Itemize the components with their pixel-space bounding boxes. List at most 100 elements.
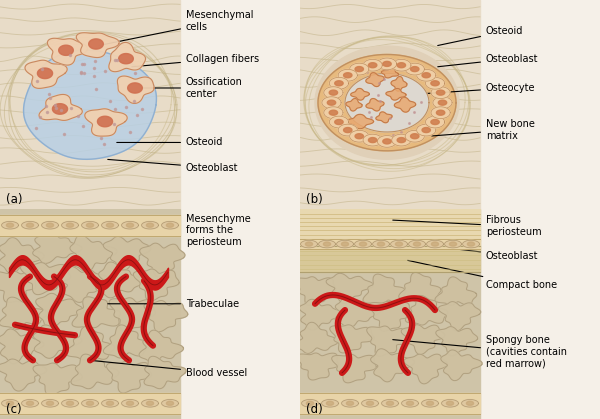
Polygon shape (106, 223, 113, 227)
Polygon shape (338, 70, 358, 81)
Polygon shape (330, 325, 374, 353)
Polygon shape (85, 109, 127, 136)
Polygon shape (323, 242, 331, 246)
Polygon shape (103, 237, 151, 270)
Text: (b): (b) (306, 193, 323, 206)
Polygon shape (362, 400, 379, 407)
Polygon shape (442, 400, 458, 407)
Text: Trabeculae: Trabeculae (108, 299, 239, 309)
Polygon shape (466, 401, 473, 405)
Polygon shape (101, 400, 118, 407)
Polygon shape (397, 63, 406, 68)
Polygon shape (302, 400, 319, 407)
Polygon shape (23, 50, 157, 159)
Text: New bone
matrix: New bone matrix (432, 119, 535, 141)
Polygon shape (326, 273, 373, 304)
Polygon shape (433, 97, 452, 109)
Polygon shape (133, 269, 179, 301)
Polygon shape (386, 401, 394, 405)
Polygon shape (300, 239, 480, 249)
Polygon shape (307, 401, 314, 405)
Polygon shape (346, 98, 362, 111)
Polygon shape (350, 88, 369, 100)
Polygon shape (347, 114, 374, 129)
Polygon shape (86, 401, 94, 405)
Polygon shape (127, 223, 134, 227)
Polygon shape (431, 107, 450, 119)
Polygon shape (300, 393, 480, 414)
Polygon shape (392, 59, 411, 71)
Polygon shape (166, 223, 173, 227)
Polygon shape (383, 139, 391, 144)
Text: Fibrous
periosteum: Fibrous periosteum (393, 215, 542, 237)
Polygon shape (355, 67, 364, 72)
Polygon shape (82, 400, 98, 407)
Polygon shape (431, 119, 439, 124)
Polygon shape (341, 400, 358, 407)
Polygon shape (431, 87, 450, 98)
Polygon shape (144, 356, 186, 389)
Polygon shape (118, 76, 154, 103)
Polygon shape (20, 263, 71, 295)
Polygon shape (7, 223, 14, 227)
Polygon shape (161, 400, 178, 407)
Polygon shape (425, 116, 445, 128)
Polygon shape (329, 78, 349, 89)
Polygon shape (422, 73, 430, 78)
Polygon shape (62, 400, 79, 407)
Polygon shape (58, 266, 109, 303)
Polygon shape (422, 400, 439, 407)
Polygon shape (410, 67, 419, 72)
Text: Collagen fibers: Collagen fibers (132, 54, 259, 67)
Polygon shape (366, 72, 384, 87)
Text: Spongy bone
(cavities contain
red marrow): Spongy bone (cavities contain red marrow… (393, 335, 567, 369)
Polygon shape (405, 130, 424, 142)
Polygon shape (368, 137, 377, 142)
Polygon shape (34, 325, 82, 358)
Polygon shape (89, 39, 103, 49)
Polygon shape (404, 354, 448, 384)
Polygon shape (399, 272, 441, 301)
Text: Ossification
center: Ossification center (129, 77, 243, 99)
Polygon shape (22, 400, 38, 407)
Text: Osteoblast: Osteoblast (438, 54, 539, 67)
Polygon shape (341, 242, 349, 246)
Polygon shape (25, 60, 67, 88)
Polygon shape (332, 354, 376, 383)
Polygon shape (427, 401, 434, 405)
Polygon shape (395, 242, 403, 246)
Polygon shape (39, 94, 82, 120)
Polygon shape (401, 325, 445, 354)
Polygon shape (401, 400, 418, 407)
Polygon shape (76, 33, 119, 57)
Polygon shape (161, 222, 178, 229)
Polygon shape (386, 88, 406, 100)
Polygon shape (376, 112, 392, 123)
Polygon shape (397, 137, 406, 142)
Text: Osteoid: Osteoid (438, 26, 523, 46)
Polygon shape (449, 242, 457, 246)
Text: Osteoid: Osteoid (117, 137, 223, 147)
Polygon shape (382, 400, 398, 407)
Polygon shape (119, 54, 133, 64)
Polygon shape (86, 223, 94, 227)
Polygon shape (406, 401, 413, 405)
Polygon shape (324, 107, 343, 119)
Polygon shape (109, 298, 155, 331)
Polygon shape (296, 353, 338, 380)
Polygon shape (0, 297, 48, 329)
Text: (c): (c) (6, 403, 22, 416)
Polygon shape (467, 242, 475, 246)
Polygon shape (391, 77, 407, 91)
Polygon shape (350, 63, 369, 75)
Polygon shape (82, 222, 98, 229)
Polygon shape (22, 222, 38, 229)
Polygon shape (441, 350, 482, 380)
Text: Mesenchymal
cells: Mesenchymal cells (99, 10, 254, 46)
Polygon shape (106, 401, 113, 405)
Polygon shape (409, 241, 425, 248)
Polygon shape (101, 222, 118, 229)
Polygon shape (324, 87, 343, 98)
Polygon shape (2, 222, 19, 229)
Polygon shape (366, 98, 384, 111)
